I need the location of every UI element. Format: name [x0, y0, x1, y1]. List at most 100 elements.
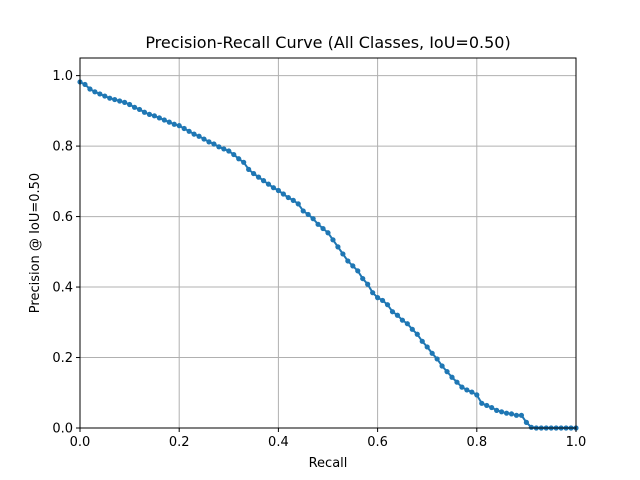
pr-point — [474, 392, 480, 398]
pr-point — [409, 326, 415, 332]
pr-point — [161, 117, 167, 123]
pr-point — [325, 230, 331, 236]
pr-point — [191, 131, 197, 137]
chart-title: Precision-Recall Curve (All Classes, IoU… — [145, 33, 510, 52]
pr-point — [394, 312, 401, 318]
pr-point — [211, 141, 217, 147]
y-tick-label: 1.0 — [52, 69, 73, 84]
pr-point — [489, 404, 495, 411]
pr-point — [156, 115, 162, 121]
x-tick-label: 1.0 — [566, 435, 587, 450]
pr-point — [444, 369, 450, 375]
x-tick-label: 0.0 — [70, 435, 91, 450]
pr-point — [295, 201, 301, 207]
y-tick-label: 0.6 — [52, 210, 73, 225]
pr-point — [221, 146, 227, 152]
pr-point — [399, 317, 405, 323]
pr-point — [340, 251, 346, 257]
pr-point — [424, 344, 430, 350]
pr-point — [404, 321, 410, 327]
pr-point — [117, 98, 123, 104]
pr-point — [459, 384, 465, 390]
pr-point — [181, 125, 187, 132]
pr-point — [464, 387, 470, 393]
pr-point — [206, 139, 212, 145]
y-tick-label: 0.4 — [52, 281, 73, 296]
pr-point — [92, 89, 98, 95]
plot-frame — [79, 57, 577, 429]
pr-point — [270, 185, 277, 191]
pr-point — [141, 109, 148, 115]
pr-point — [251, 170, 257, 177]
pr-point — [315, 221, 321, 227]
pr-point — [265, 181, 272, 187]
pr-point — [285, 194, 291, 201]
pr-point — [146, 111, 153, 117]
pr-point — [419, 338, 425, 344]
pr-point — [186, 128, 192, 134]
points-layer — [77, 79, 579, 431]
pr-point — [131, 104, 138, 110]
pr-point — [494, 407, 500, 413]
pr-point — [275, 187, 281, 194]
x-tick-label: 0.2 — [169, 435, 190, 450]
pr-point — [97, 91, 103, 97]
pr-point — [513, 412, 520, 418]
pr-point — [226, 148, 232, 154]
pr-point — [201, 136, 207, 142]
pr-point — [439, 363, 445, 369]
pr-point — [503, 410, 510, 416]
pr-point — [528, 424, 534, 430]
pr-point — [384, 302, 391, 308]
pr-point — [107, 95, 113, 101]
pr-point — [176, 123, 182, 129]
pr-point — [260, 178, 267, 184]
pr-point — [335, 244, 341, 250]
pr-point — [122, 99, 128, 105]
pr-point — [449, 374, 455, 380]
pr-point — [171, 121, 177, 127]
pr-point — [136, 106, 143, 113]
pr-point — [414, 331, 420, 337]
y-axis-label: Precision @ IoU=0.50 — [28, 173, 43, 313]
pr-point — [379, 297, 386, 304]
pr-point — [355, 268, 361, 274]
pr-point — [255, 174, 262, 180]
pr-point — [87, 86, 93, 92]
pr-point — [375, 295, 381, 301]
pr-point — [350, 263, 356, 269]
pr-point — [300, 208, 306, 214]
pr-point — [370, 290, 376, 296]
ticks: 0.0 0.2 0.4 0.6 0.8 1.0 0.0 0.2 0.4 0.6 0.8 1.0 — [52, 69, 586, 450]
pr-point — [429, 350, 435, 356]
pr-point — [216, 144, 222, 150]
pr-point — [82, 81, 88, 88]
pr-point — [434, 356, 440, 362]
pr-point — [151, 113, 157, 119]
x-tick-label: 0.4 — [268, 435, 289, 450]
pr-point — [310, 216, 316, 222]
pr-point — [454, 379, 460, 385]
pr-point — [231, 151, 237, 158]
pr-point — [345, 258, 351, 264]
pr-point — [280, 191, 286, 197]
pr-point — [518, 412, 525, 418]
pr-point — [330, 237, 336, 243]
pr-point — [360, 275, 366, 282]
pr-point — [112, 96, 118, 103]
pr-point — [246, 166, 252, 172]
y-tick-label: 0.8 — [52, 140, 73, 155]
pr-point — [469, 389, 475, 395]
pr-point — [166, 119, 172, 125]
pr-point — [320, 225, 326, 232]
pr-curve-line — [79, 81, 576, 429]
pr-point — [365, 281, 371, 287]
x-axis-label: Recall — [309, 456, 348, 471]
pr-point — [102, 93, 108, 99]
y-tick-label: 0.0 — [52, 422, 73, 437]
pr-point — [508, 411, 515, 417]
pr-point — [236, 156, 242, 162]
pr-point — [290, 197, 296, 203]
y-tick-label: 0.2 — [52, 351, 73, 366]
